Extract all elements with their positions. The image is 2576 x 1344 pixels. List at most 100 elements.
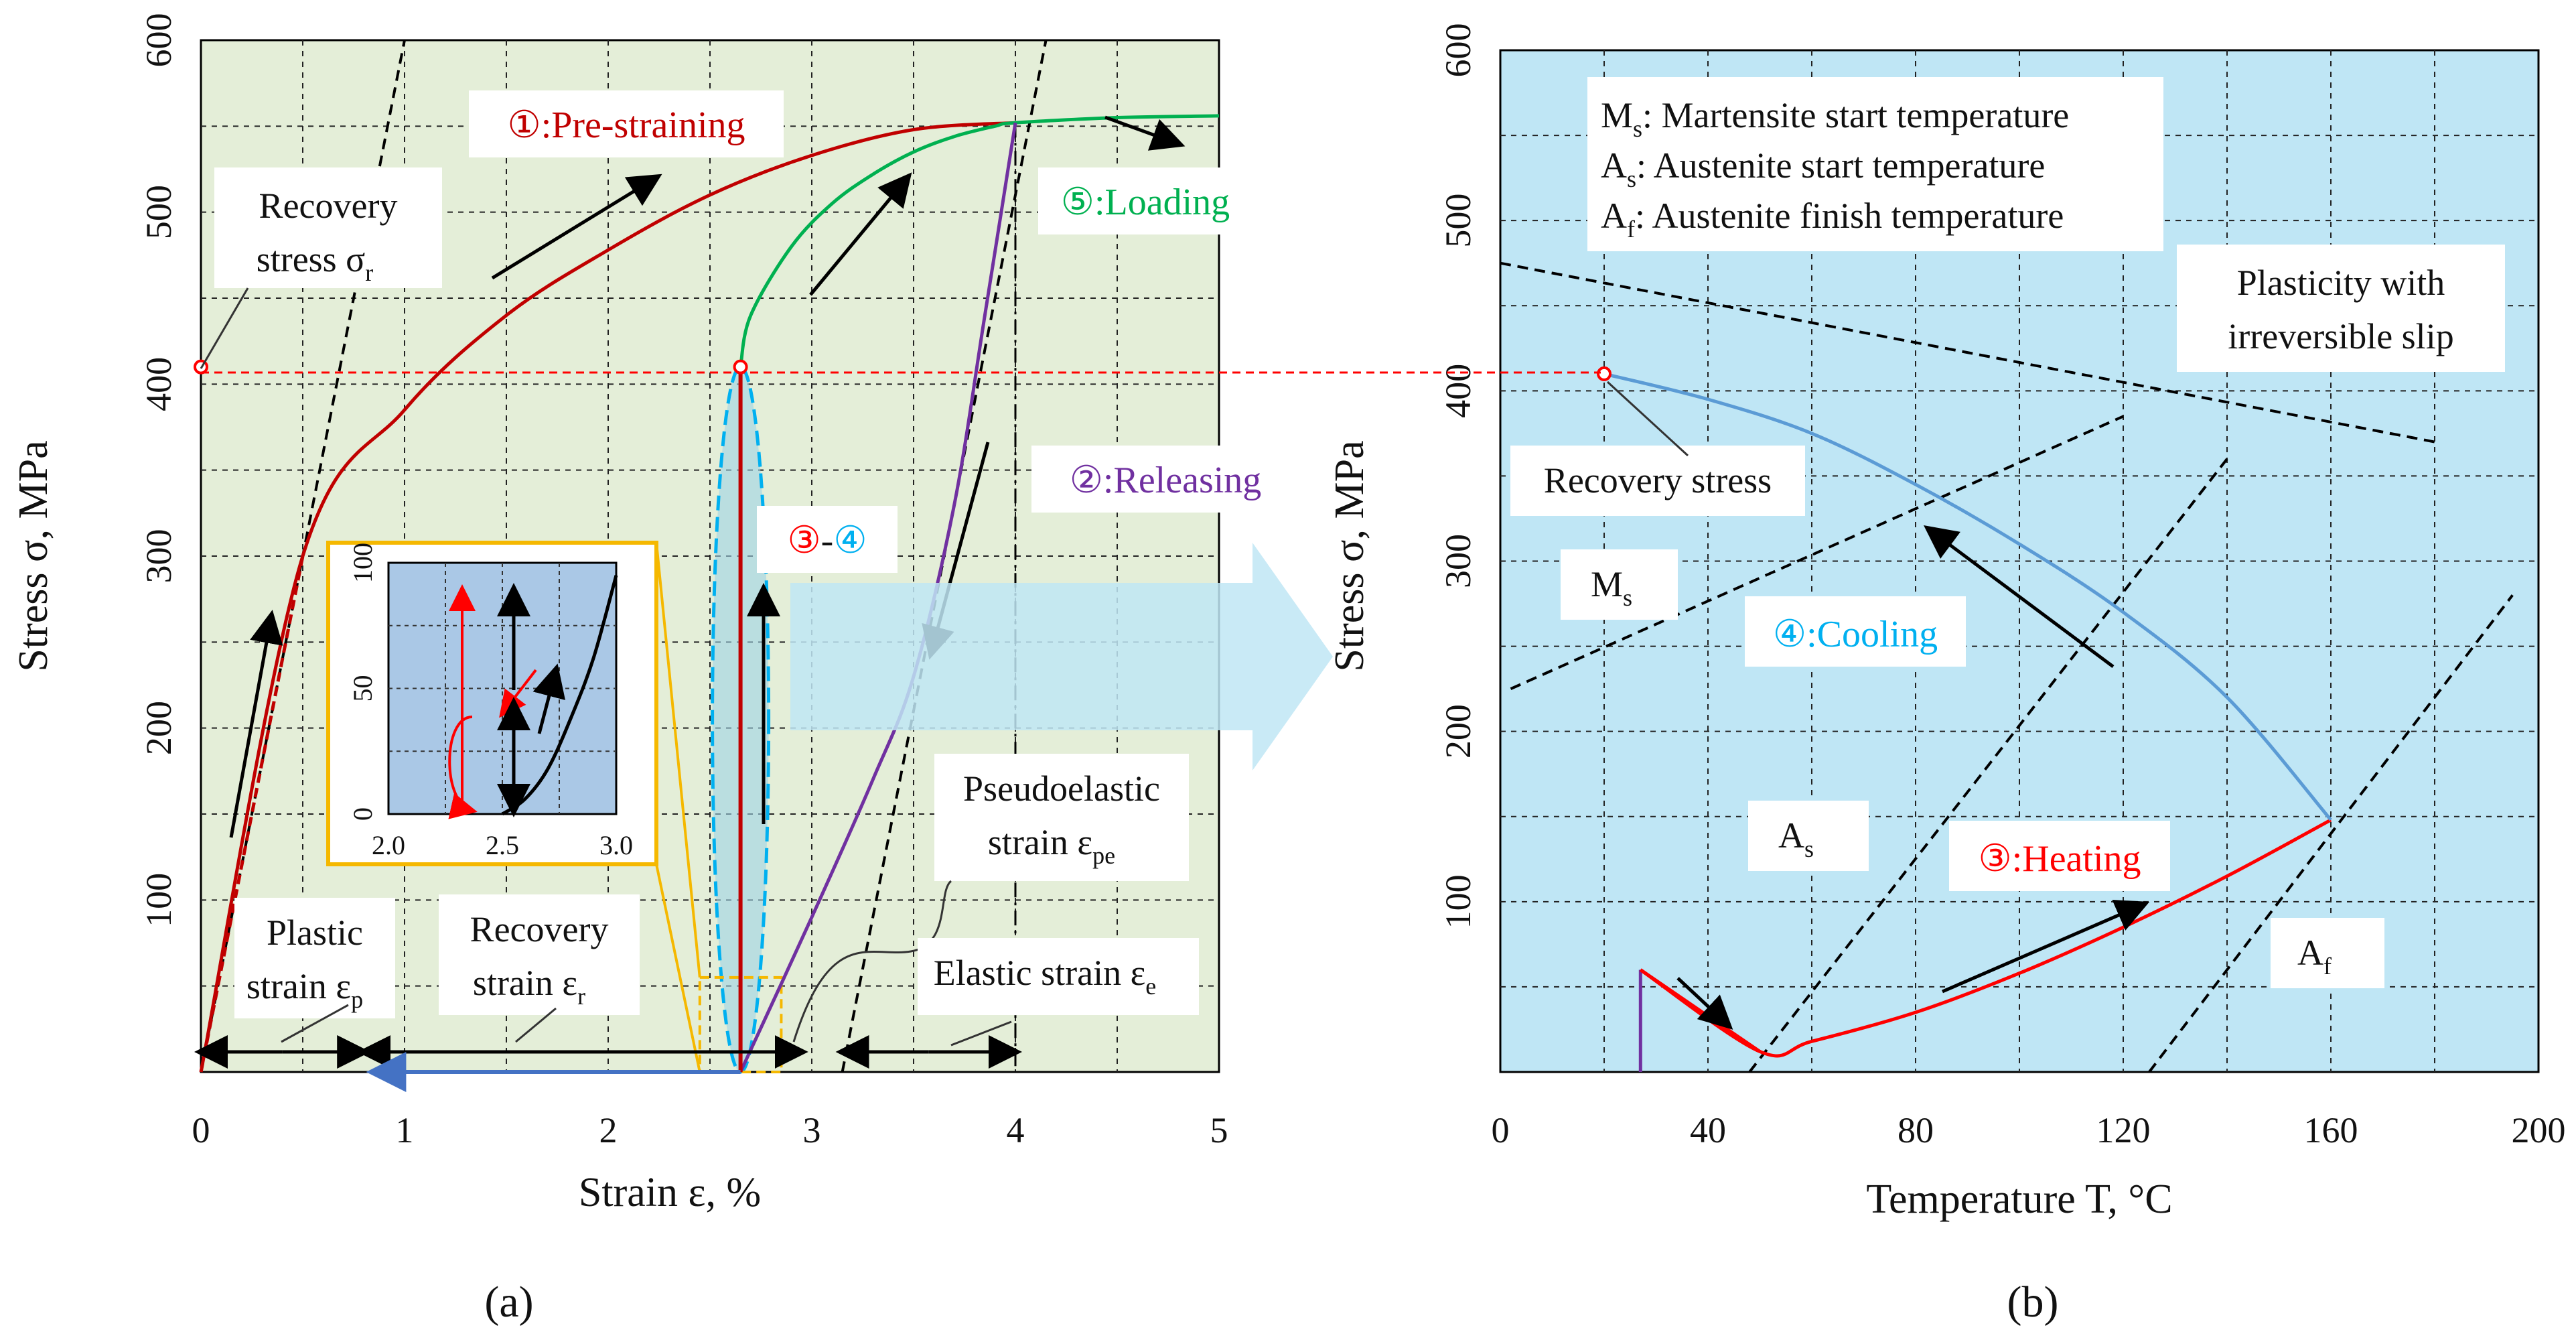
- inset-x-tick-label: 3.0: [599, 830, 633, 860]
- elastic-strain-label: Elastic strain εe: [934, 953, 1157, 1000]
- x-tick-label: 0: [1492, 1110, 1510, 1150]
- plasticity-annotation: Plasticity with irreversible slip: [2177, 245, 2505, 372]
- inset-red-loop: [448, 716, 478, 819]
- af-guide-line: [2148, 594, 2514, 1073]
- arrow-prestrain-1: [229, 610, 283, 838]
- cooling-label: ④:Cooling: [1745, 596, 1966, 667]
- loading-label-text: ⑤:Loading: [1061, 182, 1230, 223]
- cooling-label-text: ④:Cooling: [1773, 614, 1938, 655]
- loading-label: ⑤:Loading: [1038, 167, 1232, 234]
- plasticity-label-line2: irreversible slip: [2228, 316, 2453, 356]
- inset-x-tick-label: 2.0: [372, 830, 405, 860]
- temperature-legend: Ms: Martensite start temperature As: Aus…: [1587, 77, 2163, 251]
- recovery-strain-label-line1: Recovery: [470, 909, 609, 949]
- as-line-annotation: As: [1748, 801, 1869, 871]
- panel-b-series: [1597, 366, 2332, 1072]
- panel-b-label: (b): [2007, 1278, 2059, 1327]
- pseudoelastic-label-line1: Pseudoelastic: [963, 768, 1160, 809]
- panel-a-inset: 2.0 2.5 3.0 0 50 100: [326, 541, 658, 866]
- inset-y-tick-label: 50: [348, 675, 378, 702]
- y-tick-label: 300: [139, 529, 179, 584]
- arrow-loading: [809, 172, 912, 296]
- y-tick-label: 500: [139, 185, 179, 239]
- arrow-heating: [1942, 899, 2150, 994]
- prestrain-label-text: ①:Pre-straining: [507, 105, 745, 146]
- x-tick-label: 200: [2512, 1110, 2566, 1150]
- panel-b-ticks: 0 40 80 120 160 200 100 200 300 400 500 600: [1438, 23, 2566, 1151]
- x-tick-label: 3: [803, 1110, 821, 1150]
- releasing-label-text: ②:Releasing: [1070, 460, 1262, 501]
- pseudoelastic-label-line2: strain εpe: [988, 822, 1115, 869]
- x-tick-label: 160: [2304, 1110, 2358, 1150]
- panel-b-x-axis-label: Temperature T, °C: [1866, 1177, 2172, 1222]
- panel-a-label: (a): [484, 1278, 533, 1327]
- arrow-loading-end: [1104, 115, 1186, 151]
- legend-af: Af: Austenite finish temperature: [1601, 196, 2064, 243]
- step34-label: ③-④: [757, 506, 898, 573]
- inset-arrow-up-right: [532, 663, 565, 734]
- legend-as: As: Austenite start temperature: [1601, 145, 2045, 192]
- elastic-strain-annotation: Elastic strain εe: [918, 938, 1199, 1047]
- zoom-connectors: [655, 542, 701, 1073]
- y-tick-label: 600: [139, 13, 179, 68]
- arrow-heating-start: [1676, 977, 1733, 1030]
- y-tick-label: 300: [1438, 534, 1478, 588]
- inset-content: 2.0 2.5 3.0 0 50 100: [348, 543, 633, 860]
- recovery-strain-annotation: Recovery strain εr: [439, 894, 640, 1043]
- x-tick-label: 1: [396, 1110, 414, 1150]
- y-tick-label: 500: [1438, 194, 1478, 248]
- panel-a-x-axis-label: Strain ε, %: [579, 1170, 761, 1215]
- as-line-label: As: [1778, 815, 1814, 862]
- x-tick-label: 0: [192, 1110, 210, 1150]
- transition-arrow: [790, 543, 1333, 770]
- y-tick-label: 400: [1438, 364, 1478, 418]
- pseudoelastic-strain-annotation: Pseudoelastic strain εpe: [792, 754, 1189, 1043]
- y-tick-label: 200: [1438, 704, 1478, 758]
- y-tick-label: 600: [1438, 23, 1478, 78]
- heating-label-text: ③:Heating: [1978, 838, 2141, 880]
- x-tick-label: 40: [1690, 1110, 1726, 1150]
- ms-line-label: Ms: [1591, 564, 1632, 611]
- x-tick-label: 2: [599, 1110, 618, 1150]
- plastic-strain-annotation: Plastic strain εp: [234, 898, 395, 1043]
- heating-label: ③:Heating: [1949, 821, 2170, 891]
- inset-x-tick-label: 2.5: [486, 830, 519, 860]
- series-line-heating: [1639, 818, 2332, 1058]
- recovery-strain-label-line2: strain εr: [473, 963, 585, 1010]
- panel-b-guides: [1500, 261, 2514, 1073]
- plastic-strain-label-line1: Plastic: [267, 913, 363, 953]
- recovery-stress-annotation: Recovery stress σr: [200, 167, 442, 369]
- panel-b-y-axis-label: Stress σ, MPa: [1327, 440, 1372, 671]
- y-tick-label: 200: [139, 701, 179, 755]
- x-tick-label: 4: [1007, 1110, 1025, 1150]
- as-guide-line: [1748, 458, 2228, 1073]
- af-line-annotation: Af: [2271, 918, 2384, 988]
- inset-y-tick-label: 0: [348, 807, 378, 821]
- plasticity-label-line1: Plasticity with: [2237, 263, 2445, 303]
- legend-ms: Ms: Martensite start temperature: [1601, 95, 2069, 142]
- panel-a-y-axis-label: Stress σ, MPa: [11, 440, 56, 671]
- x-tick-label: 80: [1898, 1110, 1934, 1150]
- series-line-cooling: [1603, 372, 2332, 821]
- recovery-stress-label-line2: stress σr: [257, 239, 374, 286]
- plastic-strain-label-line2: strain εp: [246, 966, 363, 1013]
- ms-line-annotation: Ms: [1561, 549, 1678, 620]
- plasticity-guide-line: [1500, 261, 2435, 444]
- prestrain-label: ①:Pre-straining: [469, 90, 784, 157]
- af-line-label: Af: [2297, 933, 2332, 980]
- series-line-loading: [739, 114, 1220, 368]
- panel-b: 0 40 80 120 160 200 100 200 300 400 500 600 Tempera…: [1327, 23, 2566, 1327]
- recovery-stress-label-line1: Recovery: [259, 186, 398, 226]
- arrow-prestrain-2: [491, 174, 662, 280]
- x-tick-label: 120: [2096, 1110, 2151, 1150]
- y-tick-label: 400: [139, 357, 179, 411]
- inset-y-tick-label: 100: [348, 543, 378, 583]
- recovery-stress-marker-mid: [733, 359, 748, 375]
- y-tick-label: 100: [1438, 874, 1478, 929]
- recovery-stress-b-label: Recovery stress: [1544, 460, 1772, 500]
- x-tick-label: 5: [1210, 1110, 1228, 1150]
- step34-label-text: ③-④: [787, 520, 867, 561]
